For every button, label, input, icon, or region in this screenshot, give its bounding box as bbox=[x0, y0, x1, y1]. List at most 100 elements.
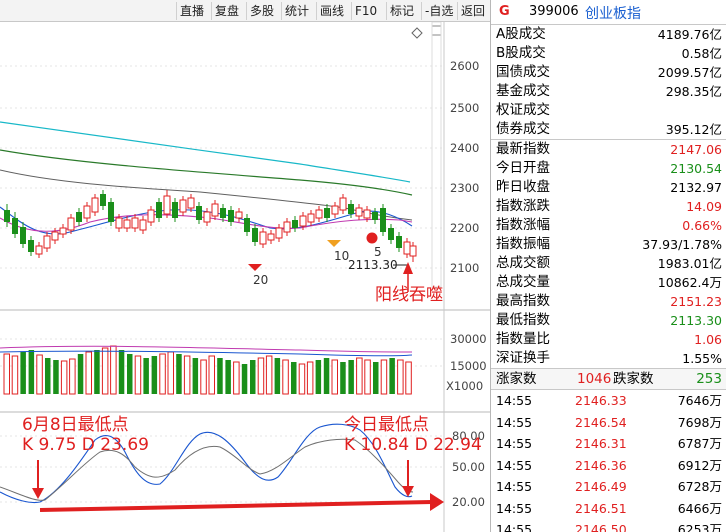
candle-body bbox=[163, 195, 171, 215]
volume-bar bbox=[298, 363, 306, 395]
candle-body bbox=[59, 227, 67, 235]
advance-decline-bar: 涨家数 1046 跌家数 253 bbox=[491, 368, 726, 390]
candle-body bbox=[259, 231, 267, 245]
index-stats-section: 最新指数 2147.06 今日开盘 2130.54 昨日收盘 2132.97 指数涨跌… bbox=[491, 139, 726, 368]
candle-body bbox=[115, 217, 123, 229]
kdj-axis-label-80: 80.00 bbox=[452, 429, 485, 443]
volume-bar bbox=[77, 354, 84, 394]
tick-list[interactable]: 14:55 2146.33 7646万 14:55 2146.54 7698万 14:5… bbox=[491, 390, 726, 532]
volume-bar bbox=[331, 359, 338, 395]
kdj-axis-label-50: 50.00 bbox=[452, 460, 485, 474]
candle-body bbox=[211, 203, 219, 217]
volume-bar bbox=[274, 358, 281, 394]
kdj-k-line bbox=[0, 423, 413, 504]
marker-5: 5 bbox=[366, 232, 382, 259]
volume-unit-label: X1000 bbox=[446, 379, 483, 393]
toolbar-mark-button[interactable]: 标记 bbox=[386, 2, 417, 20]
candle-body bbox=[123, 219, 131, 229]
toolbar-back-button[interactable]: 返回 bbox=[457, 2, 488, 20]
candle-body bbox=[139, 219, 147, 231]
turnover-row-fund: 基金成交 298.35亿 bbox=[496, 83, 722, 99]
ma-long-line-green bbox=[0, 149, 413, 196]
svg-text:20: 20 bbox=[253, 273, 268, 287]
toolbar-statistics-button[interactable]: 统计 bbox=[281, 2, 312, 20]
ma-long-line-cyan bbox=[0, 121, 411, 183]
kdj-axis-label-20: 20.00 bbox=[452, 495, 485, 509]
chart-scrollbar[interactable] bbox=[431, 22, 442, 288]
collapse-square-icon[interactable] bbox=[431, 25, 442, 36]
candle-body bbox=[283, 221, 291, 233]
candle-body bbox=[12, 218, 18, 234]
toolbar-f10-button[interactable]: F10 bbox=[351, 2, 380, 20]
svg-text:5: 5 bbox=[374, 245, 382, 259]
candle-body bbox=[196, 206, 202, 220]
volume-bar bbox=[250, 360, 256, 394]
tick-row: 14:55 2146.31 6787万 bbox=[496, 436, 722, 451]
volume-bar bbox=[282, 359, 289, 395]
candle-body bbox=[396, 236, 402, 248]
candle-body bbox=[307, 213, 315, 223]
toolbar-live-button[interactable]: 直播 bbox=[176, 2, 207, 20]
toolbar-replay-button[interactable]: 复盘 bbox=[211, 2, 242, 20]
decliners-label: 跌家数 bbox=[613, 371, 654, 387]
today-low-annotation-title: 今日最低点 bbox=[344, 415, 429, 435]
candle-body bbox=[331, 205, 339, 215]
candle-body bbox=[108, 202, 114, 222]
engulf-annotation: 阳线吞噬 bbox=[375, 285, 443, 305]
candle-body bbox=[20, 227, 26, 244]
volume-bar bbox=[217, 358, 223, 394]
candle-body bbox=[4, 210, 10, 222]
turnover-row-warrant: 权证成交 bbox=[496, 102, 550, 118]
candle-body bbox=[43, 235, 51, 249]
candle-body bbox=[51, 231, 59, 241]
volume-bar bbox=[28, 350, 35, 394]
toolbar-remove-watchlist-button[interactable]: -自选 bbox=[421, 2, 456, 20]
toolbar-multi-stock-button[interactable]: 多股 bbox=[246, 2, 277, 20]
svg-text:10: 10 bbox=[334, 249, 349, 263]
candle-body bbox=[372, 212, 378, 220]
volume-bar bbox=[183, 355, 191, 395]
volume-bar bbox=[233, 361, 240, 395]
volume-bar bbox=[356, 357, 363, 395]
tick-row: 14:55 2146.36 6912万 bbox=[496, 457, 722, 473]
engulf-arrow-head-icon bbox=[403, 262, 413, 274]
candle-body bbox=[324, 208, 330, 218]
volume-bar bbox=[45, 358, 51, 394]
quote-panel: G 399006 创业板指 A股成交 4189.76亿 B股成交 0.58亿 国债成… bbox=[490, 0, 726, 532]
volume-bar bbox=[373, 362, 379, 394]
candle-body bbox=[244, 218, 250, 232]
volume-bar bbox=[257, 357, 265, 395]
stat-row-low: 最低指数 2113.30 bbox=[496, 312, 722, 328]
volume-bar bbox=[101, 347, 109, 395]
volume-bar bbox=[176, 354, 182, 394]
jun8-low-annotation-kd: K 9.75 D 23.69 bbox=[22, 435, 149, 455]
index-name[interactable]: 创业板指 bbox=[585, 6, 641, 22]
kline-chart[interactable]: 2600 2500 2400 2300 2200 2100 30000 1500… bbox=[0, 22, 490, 532]
price-axis-label-2400: 2400 bbox=[450, 141, 479, 155]
index-code: 399006 bbox=[529, 4, 579, 19]
volume-bar bbox=[291, 362, 297, 394]
volume-bar bbox=[389, 358, 395, 394]
toolbar-draw-line-button[interactable]: 画线 bbox=[316, 2, 347, 20]
volume-bar bbox=[94, 350, 100, 394]
turnover-row-bond: 债券成交 395.12亿 bbox=[496, 121, 722, 137]
turnover-row-b-shares: B股成交 0.58亿 bbox=[496, 45, 722, 61]
volume-bar bbox=[192, 358, 199, 394]
stat-row-prev-close: 昨日收盘 2132.97 bbox=[496, 179, 722, 195]
candle-body bbox=[147, 209, 155, 223]
candle-body bbox=[267, 233, 275, 241]
stat-row-high: 最高指数 2151.23 bbox=[496, 293, 722, 309]
volume-bar bbox=[348, 360, 354, 394]
candle-body bbox=[292, 220, 298, 228]
diamond-toggle-icon[interactable] bbox=[411, 27, 423, 39]
volume-bar bbox=[110, 345, 117, 395]
volume-bar bbox=[53, 360, 59, 394]
chart-toolbar: 直播 复盘 多股 统计 画线 F10 标记 -自选 返回 bbox=[0, 0, 490, 22]
stat-row-volume: 总成交量 10862.4万 bbox=[496, 274, 722, 290]
volume-axis-label-15000: 15000 bbox=[450, 359, 487, 373]
volume-bar bbox=[200, 359, 207, 395]
candle-body bbox=[220, 208, 226, 218]
turnover-row-a-shares: A股成交 4189.76亿 bbox=[496, 26, 722, 42]
chart-area[interactable]: 2600 2500 2400 2300 2200 2100 30000 1500… bbox=[0, 22, 490, 532]
volume-bar bbox=[380, 359, 388, 395]
